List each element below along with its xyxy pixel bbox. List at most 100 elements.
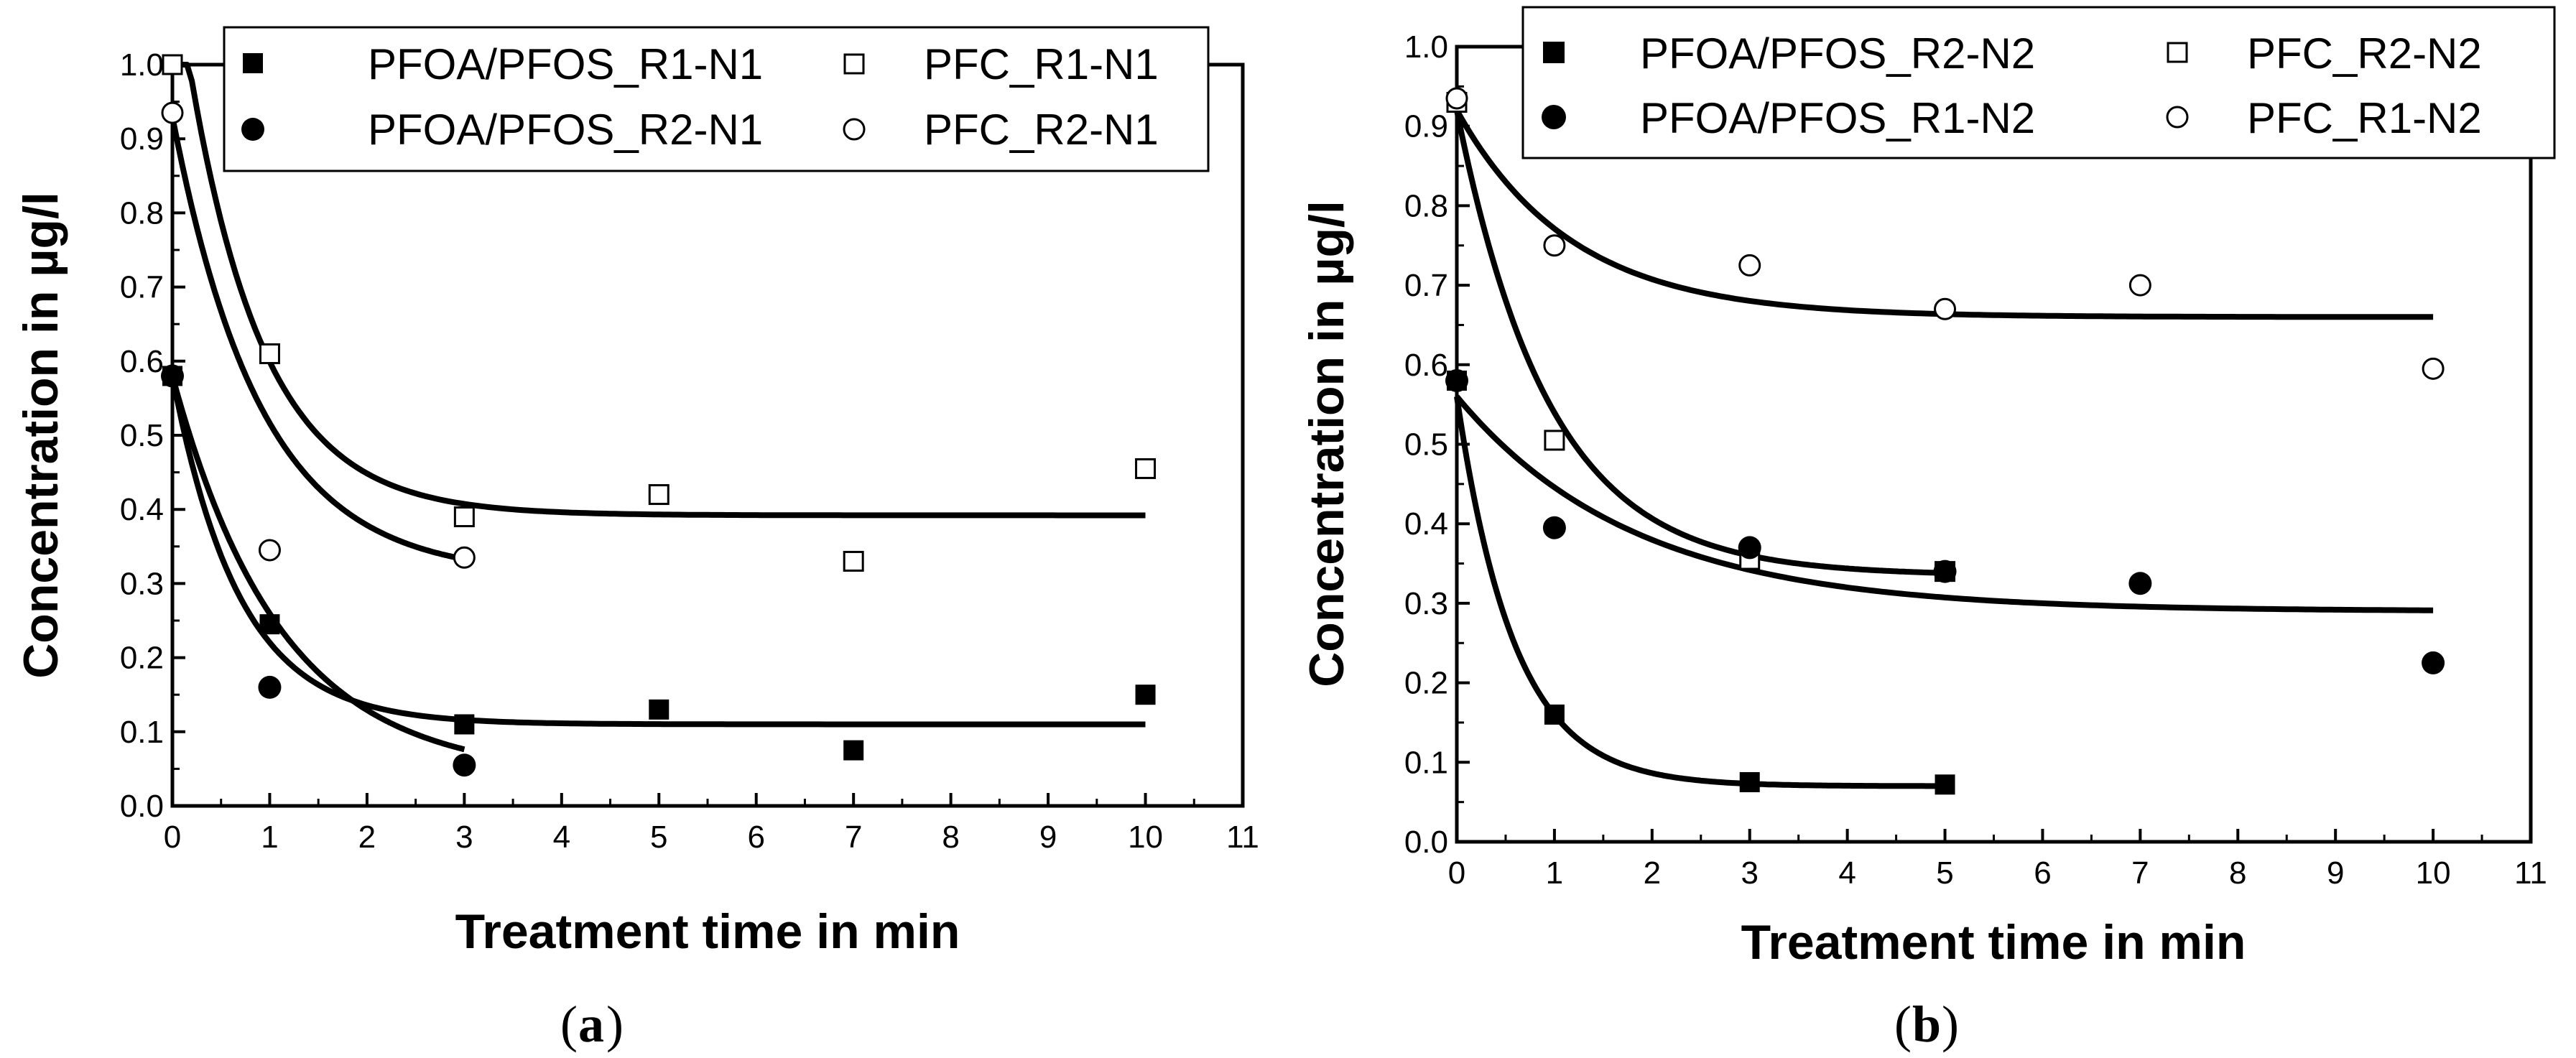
data-point	[453, 753, 476, 777]
data-points-b	[1445, 87, 2445, 795]
legend-entry-b-3: PFOA/PFOS_R1-N2	[1542, 94, 2035, 142]
x-ticks-a: 0 1 2 3 4 5 6 7 8 9 10 11	[164, 793, 1259, 855]
fit-curve	[172, 62, 1146, 519]
x-tick-label: 3	[1741, 855, 1758, 891]
data-point	[161, 364, 184, 388]
data-point	[453, 506, 475, 528]
x-tick-label: 9	[1039, 820, 1057, 855]
legend-entry-a-1: PFOA/PFOS_R1-N1	[243, 40, 763, 88]
legend-box-b	[1521, 6, 2556, 159]
data-point	[1544, 704, 1565, 725]
data-point	[1738, 536, 1761, 560]
fit-curves-b	[1454, 108, 2434, 789]
chart-panel-a: 0.0 0.1 0.2 0.3 0.4 0.5 0.6 0.7 0.8 0.9 1.0 0 1 2 3 4 5…	[14, 26, 1259, 1053]
y-tick-label: 0.2	[120, 641, 164, 676]
caption-b-letter: b	[1912, 996, 1941, 1053]
x-axis-title-a: Treatment time in min	[455, 904, 960, 959]
y-tick-label: 0.8	[120, 195, 164, 231]
legend-entry-b-2: PFC_R2-N2	[2167, 29, 2482, 78]
y-tick-label: 0.9	[1404, 109, 1448, 144]
y-axis-title-b: Concentration in µg/l	[1299, 200, 1354, 687]
legend-entry-b-1: PFOA/PFOS_R2-N2	[1543, 29, 2035, 78]
caption-a: ( a )	[560, 996, 624, 1053]
y-tick-label: 0.5	[1404, 427, 1448, 463]
legend-label: PFC_R1-N1	[924, 40, 1159, 88]
x-tick-label: 10	[2416, 855, 2451, 891]
y-tick-label: 0.5	[120, 418, 164, 453]
x-tick-label: 7	[2131, 855, 2149, 891]
x-tick-label: 3	[455, 820, 473, 855]
data-point	[454, 714, 475, 735]
legend-label: PFOA/PFOS_R2-N2	[1640, 29, 2035, 78]
legend-marker-open-circle	[2166, 106, 2189, 129]
data-point	[1135, 458, 1157, 479]
fit-curve	[1454, 396, 1946, 789]
y-tick-label: 0.3	[1404, 586, 1448, 621]
caption-b: ( b )	[1894, 996, 1959, 1053]
fit-curve	[170, 375, 466, 753]
x-ticks-b: 0 1 2 3 4 5 6 7 8 9 10 11	[1448, 829, 2547, 891]
data-point	[843, 740, 864, 761]
legend-marker-open-circle	[843, 118, 866, 141]
legend-marker-filled-circle	[241, 118, 264, 141]
data-point	[1544, 430, 1565, 451]
data-point	[162, 54, 183, 75]
data-point	[1934, 297, 1957, 320]
y-tick-label: 0.0	[1404, 825, 1448, 860]
x-tick-label: 1	[1546, 855, 1563, 891]
data-point	[259, 614, 280, 635]
legend-label: PFC_R2-N1	[924, 106, 1159, 154]
fit-curves-a	[170, 62, 1146, 753]
data-point	[649, 699, 670, 720]
data-point	[1543, 234, 1566, 257]
legend-label: PFC_R2-N2	[2247, 29, 2482, 78]
legend-marker-open-square	[2167, 42, 2188, 63]
data-point	[1445, 368, 1468, 392]
plot-frame-b	[1455, 45, 2533, 844]
x-tick-label: 4	[553, 820, 570, 855]
y-tick-label: 0.7	[1404, 268, 1448, 303]
x-tick-label: 2	[1644, 855, 1661, 891]
y-tick-label: 1.0	[120, 47, 164, 83]
x-tick-label: 0	[164, 820, 181, 855]
data-point	[1738, 254, 1761, 277]
y-ticks-a: 0.0 0.1 0.2 0.3 0.4 0.5 0.6 0.7 0.8 0.9 1.0	[120, 47, 185, 824]
y-tick-label: 0.4	[1404, 506, 1448, 542]
x-tick-label: 10	[1128, 820, 1163, 855]
y-tick-label: 0.7	[120, 270, 164, 305]
data-point	[1933, 560, 1957, 583]
data-point	[259, 343, 280, 364]
caption-b-close: )	[1942, 996, 1959, 1053]
y-tick-label: 0.3	[120, 566, 164, 601]
y-tick-label: 0.6	[1404, 348, 1448, 383]
y-tick-label: 0.4	[120, 492, 164, 527]
x-tick-label: 6	[747, 820, 764, 855]
y-ticks-b: 0.0 0.1 0.2 0.3 0.4 0.5 0.6 0.7 0.8 0.9 1.0	[1404, 29, 1470, 860]
fit-curve	[1454, 109, 1946, 576]
x-tick-label: 9	[2327, 855, 2344, 891]
caption-a-close: )	[606, 996, 624, 1053]
data-point	[2128, 274, 2151, 297]
legend-label: PFC_R1-N2	[2247, 94, 2482, 142]
data-point	[161, 101, 184, 124]
legend-entry-a-3: PFOA/PFOS_R2-N1	[241, 106, 763, 154]
y-tick-label: 0.0	[120, 789, 164, 824]
x-tick-label: 2	[358, 820, 376, 855]
y-tick-label: 1.0	[1404, 29, 1448, 65]
legend-label: PFOA/PFOS_R2-N1	[368, 106, 763, 154]
legend-marker-filled-square	[1543, 42, 1565, 63]
y-tick-label: 0.9	[120, 121, 164, 157]
legend-label: PFOA/PFOS_R1-N1	[368, 40, 763, 88]
data-point	[1935, 774, 1955, 795]
legend-entry-a-2: PFC_R1-N1	[843, 40, 1159, 88]
legend-entry-b-4: PFC_R1-N2	[2166, 94, 2482, 142]
data-point	[258, 539, 281, 562]
legend-b: PFOA/PFOS_R2-N2 PFC_R2-N2 PFOA/PFOS_R1-N…	[1521, 6, 2556, 159]
legend-a: PFOA/PFOS_R1-N1 PFC_R1-N1 PFOA/PFOS_R2-N…	[223, 26, 1210, 172]
data-point	[453, 546, 476, 569]
fit-curve	[170, 375, 1146, 728]
data-point	[843, 550, 864, 572]
data-point	[2128, 572, 2152, 595]
data-point	[648, 484, 670, 506]
